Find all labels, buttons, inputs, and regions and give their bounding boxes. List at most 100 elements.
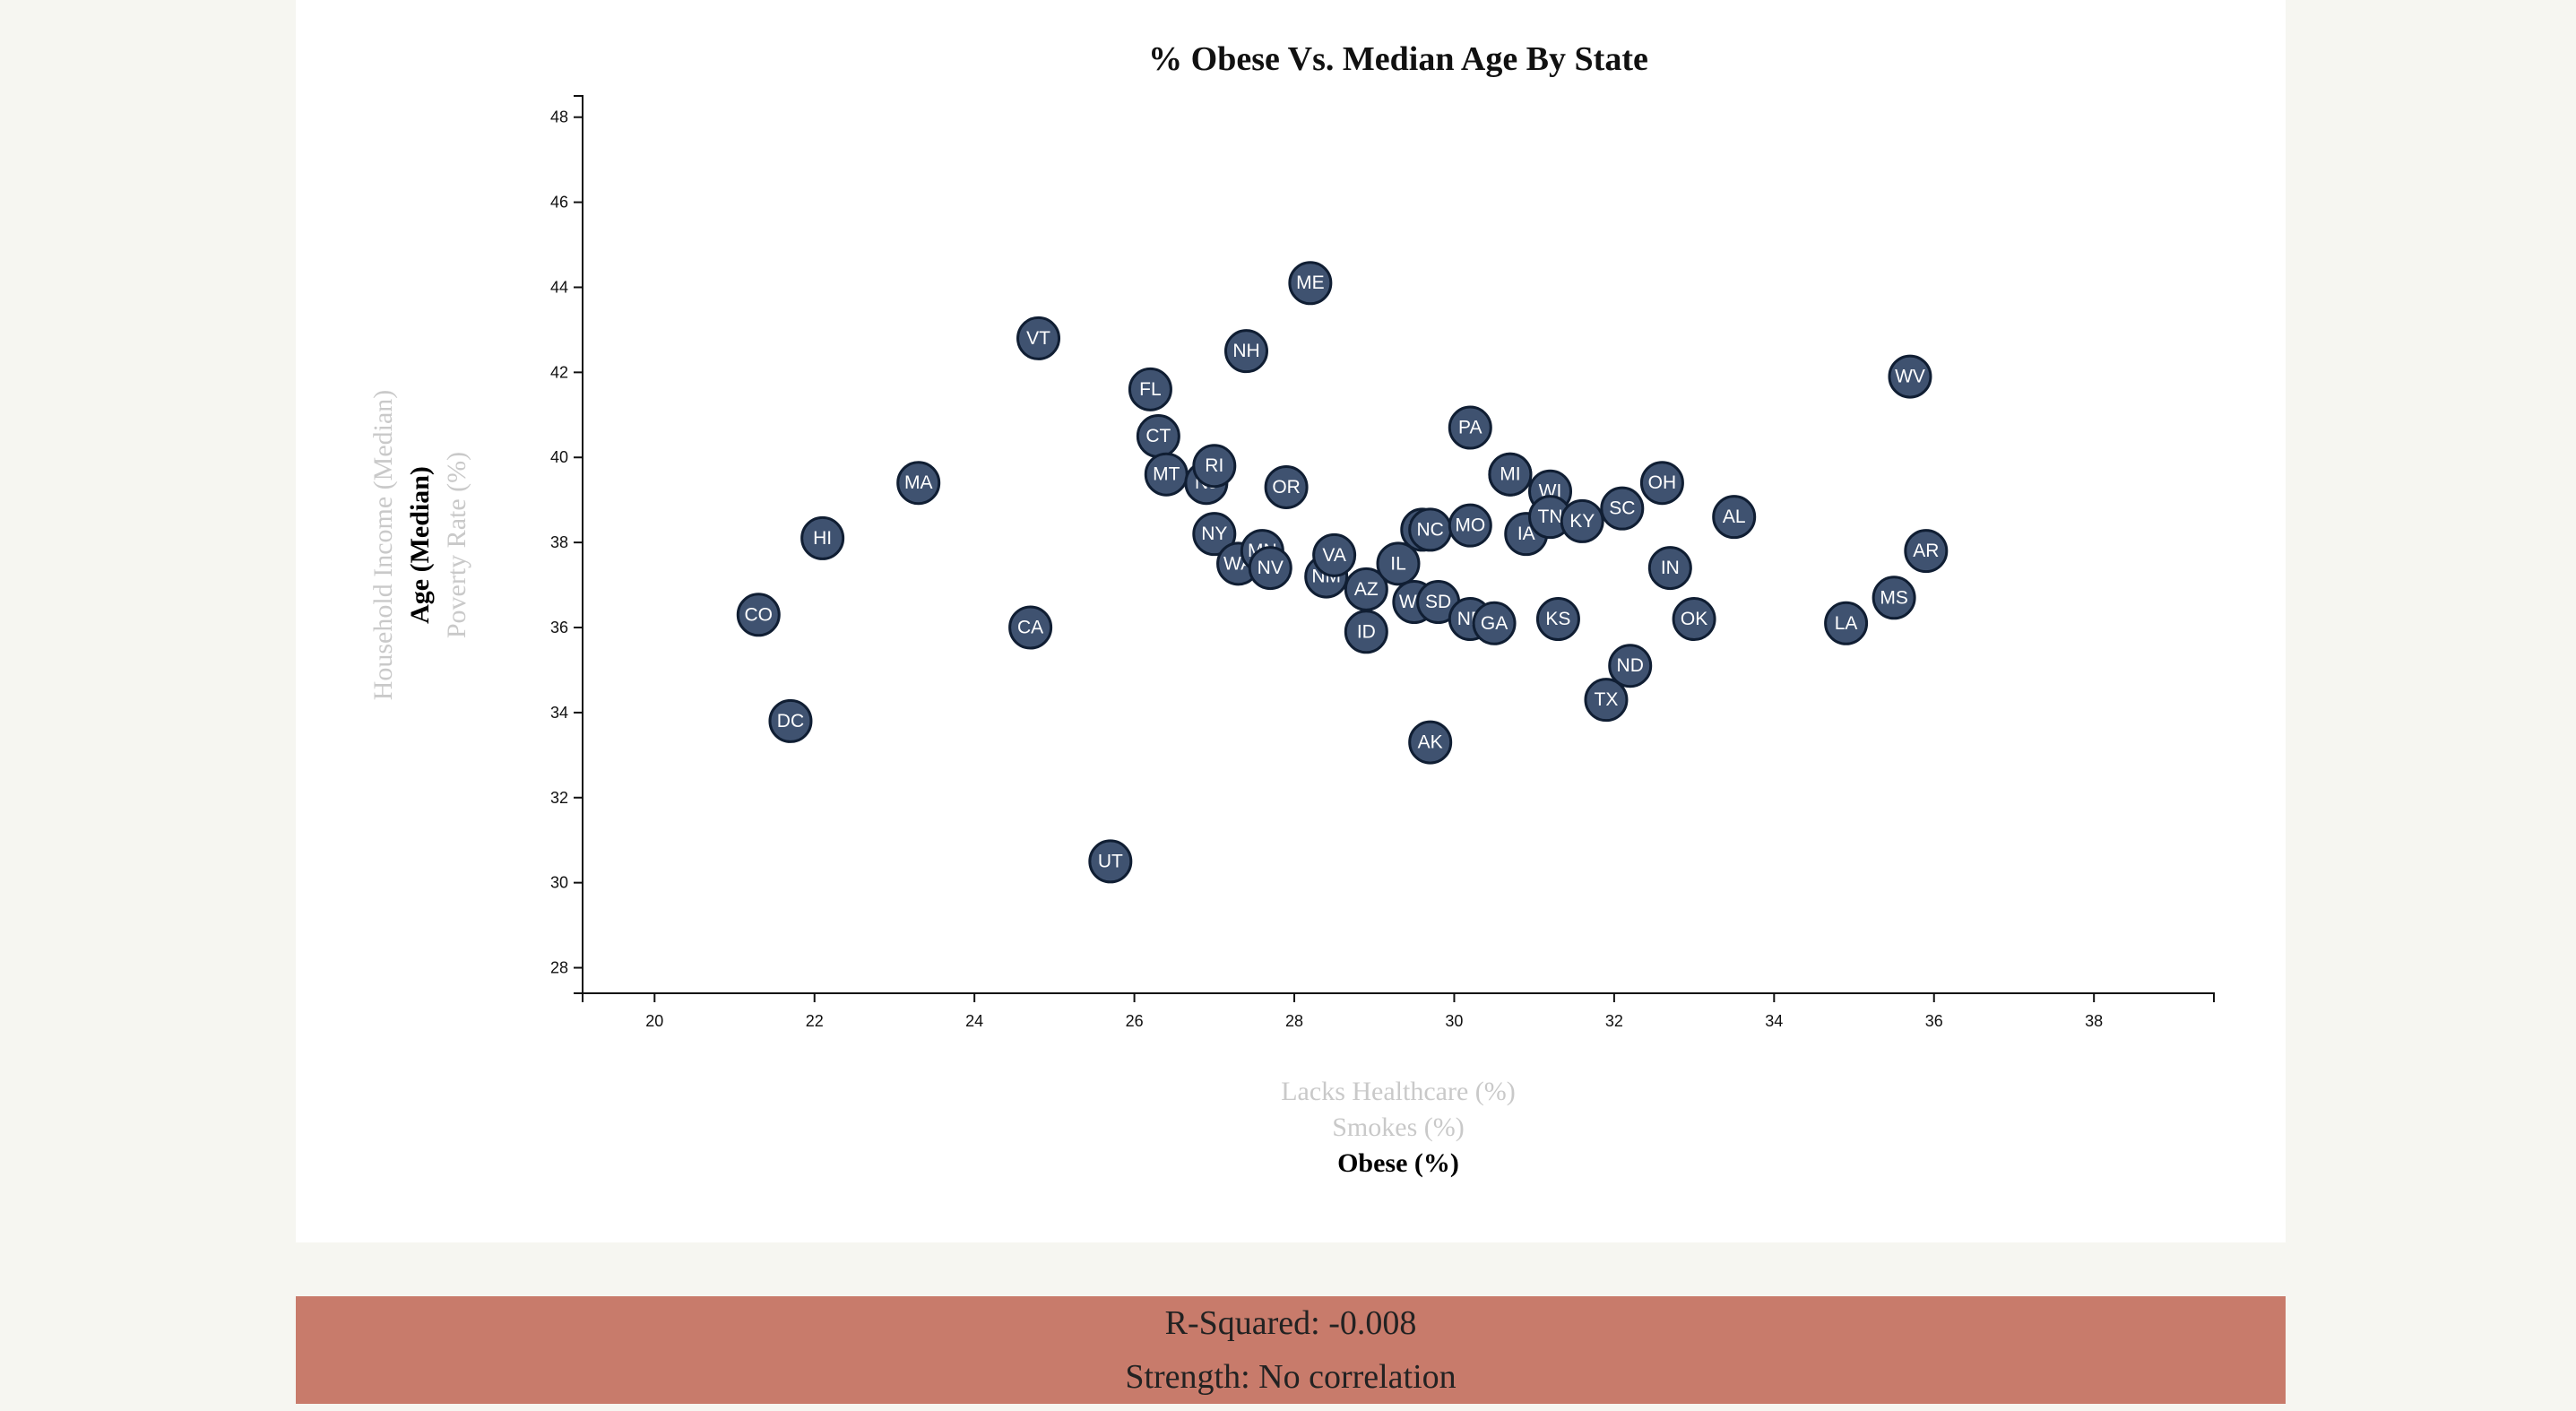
y-tick-label: 44 [550,278,568,296]
state-marker-sc[interactable]: SC [1600,486,1645,531]
state-circle[interactable] [768,698,813,743]
state-circle[interactable] [1136,414,1180,459]
r-squared-text: R-Squared: -0.008 [1164,1304,1417,1342]
x-tick-label: 38 [2085,1012,2103,1030]
state-marker-nv[interactable]: NV [1248,546,1292,591]
y-axis: 28 30 32 34 36 38 40 42 44 46 48 [550,95,583,994]
state-circle[interactable] [1223,329,1268,374]
state-marker-ky[interactable]: KY [1560,498,1604,543]
x-axis-option-obese[interactable]: Obese (%) [1337,1148,1459,1178]
x-tick-label: 24 [965,1012,983,1030]
state-circle[interactable] [1672,597,1716,642]
state-circle[interactable] [1016,316,1061,360]
state-circle[interactable] [1376,541,1421,586]
state-circle[interactable] [1008,605,1053,650]
state-marker-ms[interactable]: MS [1871,576,1916,620]
state-marker-in[interactable]: IN [1647,546,1692,591]
state-marker-ca[interactable]: CA [1008,605,1053,650]
y-tick-label: 40 [550,448,568,466]
state-circle[interactable] [1639,461,1684,506]
state-circle[interactable] [1600,486,1645,531]
state-marker-ga[interactable]: GA [1472,601,1517,645]
state-marker-ri[interactable]: RI [1192,444,1237,489]
state-circle[interactable] [1904,529,1949,574]
x-axis-option-smokes[interactable]: Smokes (%) [1332,1112,1464,1142]
state-marker-ks[interactable]: KS [1535,597,1580,642]
state-circle[interactable] [1128,367,1172,411]
state-circle[interactable] [1608,644,1653,688]
state-circle[interactable] [1888,354,1932,399]
state-circle[interactable] [1712,495,1757,540]
state-circle[interactable] [1408,720,1453,765]
y-tick-label: 42 [550,363,568,381]
state-marker-co[interactable]: CO [736,593,781,637]
state-circle[interactable] [736,593,781,637]
state-circle[interactable] [1192,444,1237,489]
state-marker-ar[interactable]: AR [1904,529,1949,574]
state-marker-pa[interactable]: PA [1448,405,1492,450]
state-circle[interactable] [1871,576,1916,620]
x-tick-label: 22 [806,1012,824,1030]
y-tick-label: 36 [550,619,568,636]
y-axis-option-income[interactable]: Household Income (Median) [368,390,398,701]
state-circle[interactable] [1248,546,1292,591]
state-circle[interactable] [1288,261,1333,306]
y-tick-label: 38 [550,533,568,551]
state-marker-la[interactable]: LA [1824,601,1869,645]
state-circle[interactable] [1344,610,1388,654]
state-circle[interactable] [1560,498,1604,543]
state-circle[interactable] [1144,452,1189,497]
x-tick-label: 32 [1605,1012,1623,1030]
state-circle[interactable] [1448,503,1492,548]
chart-title: % Obese Vs. Median Age By State [1148,40,1648,78]
x-tick-label: 36 [1925,1012,1943,1030]
state-marker-ak[interactable]: AK [1408,720,1453,765]
state-marker-or[interactable]: OR [1264,464,1309,509]
state-circle[interactable] [1584,678,1629,723]
state-circle[interactable] [1408,507,1453,552]
state-marker-al[interactable]: AL [1712,495,1757,540]
x-axis-option-healthcare[interactable]: Lacks Healthcare (%) [1281,1077,1516,1106]
state-marker-nc[interactable]: NC [1408,507,1453,552]
state-circle[interactable] [1824,601,1869,645]
state-marker-ct[interactable]: CT [1136,414,1180,459]
state-marker-va[interactable]: VA [1312,532,1357,577]
x-tick-label: 34 [1765,1012,1783,1030]
state-marker-mt[interactable]: MT [1144,452,1189,497]
x-tick-label: 28 [1285,1012,1303,1030]
state-circle[interactable] [1472,601,1517,645]
state-circle[interactable] [1192,512,1237,557]
state-marker-wv[interactable]: WV [1888,354,1932,399]
state-circle[interactable] [1647,546,1692,591]
y-tick-label: 30 [550,874,568,892]
state-marker-hi[interactable]: HI [800,515,845,560]
state-circle[interactable] [1264,464,1309,509]
state-marker-nh[interactable]: NH [1223,329,1268,374]
state-marker-me[interactable]: ME [1288,261,1333,306]
state-circle[interactable] [800,515,845,560]
state-marker-oh[interactable]: OH [1639,461,1684,506]
x-axis: 20 22 24 26 28 30 32 34 36 38 [582,992,2215,1030]
state-circle[interactable] [1488,452,1533,497]
state-marker-ut[interactable]: UT [1088,839,1133,884]
state-circle[interactable] [896,461,941,506]
correlation-stats: R-Squared: -0.008 Strength: No correlati… [296,1296,2286,1404]
state-marker-vt[interactable]: VT [1016,316,1061,360]
state-marker-mo[interactable]: MO [1448,503,1492,548]
y-tick-label: 32 [550,789,568,807]
state-marker-mi[interactable]: MI [1488,452,1533,497]
y-tick-label: 46 [550,194,568,212]
state-marker-ok[interactable]: OK [1672,597,1716,642]
state-circle[interactable] [1448,405,1492,450]
state-marker-id[interactable]: ID [1344,610,1388,654]
data-points: CODCHIMACAVTUTFLCTMTNJRINYWANHMNNVORMENM… [736,261,1949,884]
state-circle[interactable] [1535,597,1580,642]
state-marker-dc[interactable]: DC [768,698,813,743]
state-circle[interactable] [1088,839,1133,884]
state-marker-nd[interactable]: ND [1608,644,1653,688]
y-axis-option-poverty[interactable]: Poverty Rate (%) [442,452,471,638]
y-axis-option-age[interactable]: Age (Median) [405,466,435,624]
state-circle[interactable] [1312,532,1357,577]
state-marker-fl[interactable]: FL [1128,367,1172,411]
state-marker-ma[interactable]: MA [896,461,941,506]
